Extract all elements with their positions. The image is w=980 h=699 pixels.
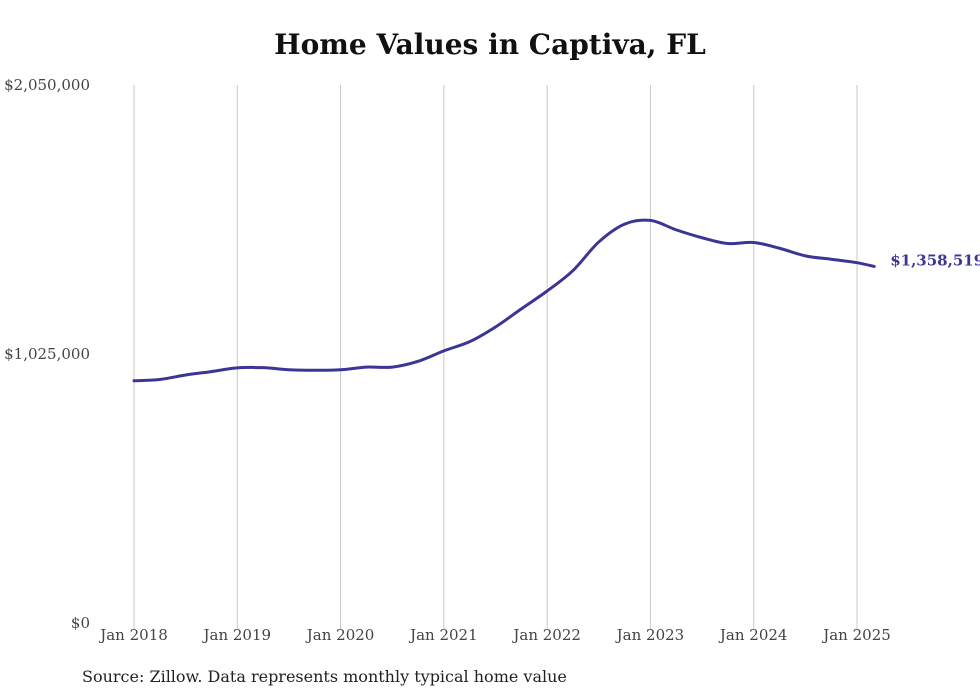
x-tick-label: Jan 2021	[408, 626, 478, 644]
y-tick-label: $2,050,000	[4, 76, 90, 94]
x-tick-label: Jan 2023	[615, 626, 685, 644]
x-tick-label: Jan 2025	[821, 626, 891, 644]
source-note: Source: Zillow. Data represents monthly …	[82, 667, 567, 686]
x-tick-label: Jan 2018	[98, 626, 168, 644]
x-axis-labels: Jan 2018 Jan 2019 Jan 2020 Jan 2021 Jan 2022…	[98, 626, 891, 644]
y-tick-label: $0	[71, 614, 90, 632]
y-tick-label: $1,025,000	[4, 345, 90, 363]
y-axis-labels: $0 $1,025,000 $2,050,000	[4, 76, 90, 632]
end-value-label: $1,358,519	[890, 251, 980, 269]
x-tick-label: Jan 2024	[718, 626, 788, 644]
x-tick-label: Jan 2022	[511, 626, 581, 644]
chart-title: Home Values in Captiva, FL	[274, 28, 706, 61]
series-layer: $1,358,519	[132, 218, 980, 383]
home-value-line	[132, 218, 876, 383]
grid-lines	[133, 85, 858, 629]
x-tick-label: Jan 2019	[202, 626, 272, 644]
x-tick-label: Jan 2020	[305, 626, 375, 644]
